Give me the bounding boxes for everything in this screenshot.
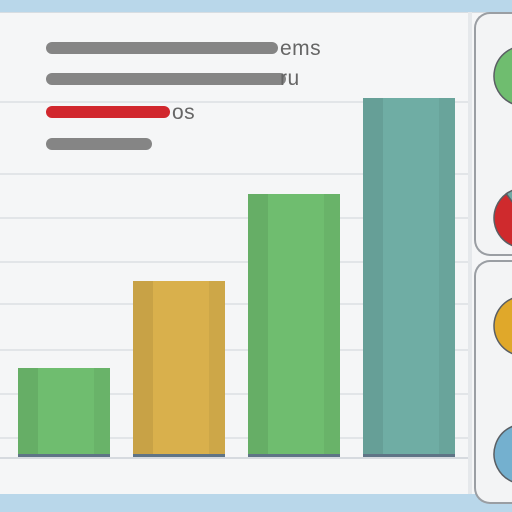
side-pie-1 (493, 47, 512, 105)
legend-bar-1 (46, 42, 278, 54)
panel-divider (468, 12, 472, 494)
bar-2-shade (133, 281, 153, 458)
bar-1 (18, 368, 110, 458)
bar-group (18, 98, 455, 458)
bar-2 (133, 281, 225, 458)
pie-slice (493, 425, 512, 483)
side-panel-bottom (474, 260, 512, 504)
bar-chart (0, 98, 468, 459)
bar-1-side (94, 368, 110, 458)
legend-bar-3 (46, 106, 170, 118)
bar-3-base (248, 454, 340, 458)
pie-slice (505, 189, 512, 203)
dashboard-panel: ems ru os (0, 12, 512, 494)
legend-label-1: ems (280, 37, 322, 60)
side-pie-3 (493, 297, 512, 355)
bar-1-shade (18, 368, 38, 458)
bar-4-shade (363, 98, 383, 458)
bar-3-side (324, 194, 340, 458)
side-panel-top (474, 12, 512, 256)
legend-bar-2 (46, 73, 286, 85)
bar-2-side (209, 281, 225, 458)
side-pie-4 (493, 425, 512, 483)
bar-4 (363, 98, 455, 458)
pie-slice (493, 192, 512, 247)
bar-3-shade (248, 194, 268, 458)
bar-1-base (18, 454, 110, 458)
side-pie-2 (493, 189, 512, 247)
pie-slice (493, 297, 512, 355)
legend-bar-4 (46, 138, 152, 150)
legend-label-3: os (172, 101, 196, 124)
bar-3 (248, 194, 340, 458)
bar-4-base (363, 454, 455, 458)
bar-2-base (133, 454, 225, 458)
legend-label-2: ru (280, 67, 300, 90)
pie-slice (493, 47, 512, 105)
bar-4-side (439, 98, 455, 458)
